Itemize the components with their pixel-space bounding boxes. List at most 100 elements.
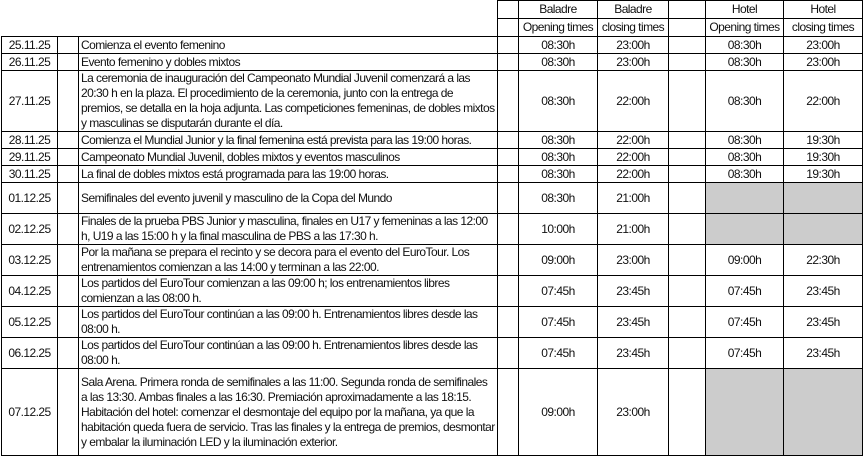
schedule-table: Baladre Baladre Hotel Hotel Opening time…	[1, 0, 863, 456]
table-row: 28.11.25 Comienza el Mundial Junior y la …	[1, 131, 863, 149]
empty-cell	[57, 53, 79, 71]
description-cell: Comienza el Mundial Junior y la final fe…	[78, 131, 498, 149]
empty-cell	[497, 213, 519, 245]
table-row: 29.11.25 Campeonato Mundial Juvenil, dobl…	[1, 148, 863, 166]
description-cell: Por la mañana se prepara el recinto y se…	[78, 244, 498, 276]
empty-cell	[497, 244, 519, 276]
empty-cell	[57, 306, 79, 338]
hotel-opening-cell: 07:45h	[705, 337, 784, 369]
hotel-closing-cell: 22:30h	[783, 244, 863, 276]
empty-cell	[57, 275, 79, 307]
table-row: 26.11.25 Evento femenino y dobles mixtos 0…	[1, 53, 863, 71]
table-row: 07.12.25 Sala Arena. Primera ronda de sem…	[1, 368, 863, 456]
hotel-closing-cell: 23:45h	[783, 306, 863, 338]
header-row-1: Baladre Baladre Hotel Hotel	[2, 0, 863, 19]
hotel-closing-cell: 19:30h	[783, 165, 863, 183]
baladre-opening-cell: 07:45h	[518, 306, 598, 338]
hotel-closing-cell	[783, 368, 863, 456]
hotel-opening-cell: 08:30h	[705, 36, 784, 54]
header-baladre-close: Baladre	[597, 0, 669, 19]
empty-cell	[57, 36, 79, 54]
hotel-opening-cell: 08:30h	[705, 53, 784, 71]
empty-cell	[497, 148, 519, 166]
empty-cell	[668, 182, 706, 214]
hotel-opening-cell	[705, 213, 784, 245]
table-row: 02.12.25 Finales de la prueba PBS Junior …	[1, 213, 863, 245]
description-cell: Semifinales del evento juvenil y masculi…	[78, 182, 498, 214]
date-cell: 28.11.25	[1, 131, 58, 149]
hotel-opening-cell: 08:30h	[705, 70, 784, 132]
description-cell: Los partidos del EuroTour continúan a la…	[78, 306, 498, 338]
baladre-closing-cell: 21:00h	[597, 213, 669, 245]
baladre-opening-cell: 08:30h	[518, 148, 598, 166]
header-baladre-open-sub: Opening times	[518, 18, 598, 37]
hotel-closing-cell: 23:00h	[783, 36, 863, 54]
empty-cell	[497, 306, 519, 338]
empty-cell	[57, 165, 79, 183]
description-cell: Comienza el evento femenino	[78, 36, 498, 54]
empty-cell	[497, 275, 519, 307]
baladre-opening-cell: 08:30h	[518, 53, 598, 71]
hotel-opening-cell: 08:30h	[705, 165, 784, 183]
date-cell: 02.12.25	[1, 213, 58, 245]
baladre-opening-cell: 08:30h	[518, 131, 598, 149]
baladre-closing-cell: 22:00h	[597, 131, 669, 149]
empty-cell	[57, 148, 79, 166]
empty-cell	[497, 182, 519, 214]
empty-cell	[497, 165, 519, 183]
empty-cell	[497, 368, 519, 456]
description-cell: Finales de la prueba PBS Junior y mascul…	[78, 213, 498, 245]
table-row: 04.12.25 Los partidos del EuroTour comien…	[1, 275, 863, 307]
empty-cell	[57, 70, 79, 132]
baladre-closing-cell: 23:00h	[597, 36, 669, 54]
baladre-opening-cell: 07:45h	[518, 337, 598, 369]
baladre-opening-cell: 09:00h	[518, 244, 598, 276]
table-row: 03.12.25 Por la mañana se prepara el reci…	[1, 244, 863, 276]
hotel-closing-cell: 22:00h	[783, 70, 863, 132]
table-row: 06.12.25 Los partidos del EuroTour contin…	[1, 337, 863, 369]
empty-cell	[668, 306, 706, 338]
empty-cell	[57, 131, 79, 149]
empty-cell	[668, 70, 706, 132]
description-cell: Evento femenino y dobles mixtos	[78, 53, 498, 71]
baladre-opening-cell: 08:30h	[518, 182, 598, 214]
description-cell: Los partidos del EuroTour comienzan a la…	[78, 275, 498, 307]
baladre-closing-cell: 23:00h	[597, 53, 669, 71]
date-cell: 25.11.25	[1, 36, 58, 54]
empty-cell	[497, 337, 519, 369]
hotel-opening-cell: 07:45h	[705, 306, 784, 338]
empty-cell	[497, 53, 519, 71]
table-row: 27.11.25 La ceremonia de inauguración del…	[1, 70, 863, 132]
table-row: 05.12.25 Los partidos del EuroTour contin…	[1, 306, 863, 338]
baladre-opening-cell: 08:30h	[518, 165, 598, 183]
empty-cell	[57, 337, 79, 369]
date-cell: 29.11.25	[1, 148, 58, 166]
baladre-opening-cell: 09:00h	[518, 368, 598, 456]
hotel-opening-cell	[705, 368, 784, 456]
empty-cell	[668, 36, 706, 54]
baladre-opening-cell: 08:30h	[518, 70, 598, 132]
empty-cell	[668, 244, 706, 276]
description-cell: Campeonato Mundial Juvenil, dobles mixto…	[78, 148, 498, 166]
baladre-closing-cell: 23:00h	[597, 368, 669, 456]
hotel-opening-cell: 07:45h	[705, 275, 784, 307]
empty-cell	[668, 368, 706, 456]
baladre-closing-cell: 22:00h	[597, 70, 669, 132]
baladre-opening-cell: 08:30h	[518, 36, 598, 54]
empty-cell	[668, 53, 706, 71]
baladre-closing-cell: 21:00h	[597, 182, 669, 214]
hotel-opening-cell: 08:30h	[705, 131, 784, 149]
description-cell: La final de dobles mixtos está programad…	[78, 165, 498, 183]
empty-cell	[668, 337, 706, 369]
hotel-opening-cell	[705, 182, 784, 214]
empty-cell	[57, 368, 79, 456]
empty-cell	[57, 244, 79, 276]
empty-cell	[668, 165, 706, 183]
table-row: 01.12.25 Semifinales del evento juvenil y…	[1, 182, 863, 214]
header-baladre-close-sub: closing times	[597, 18, 669, 37]
hotel-closing-cell: 23:00h	[783, 53, 863, 71]
header-hotel-close-sub: closing times	[783, 18, 863, 37]
header-hotel-open-sub: Opening times	[705, 18, 784, 37]
hotel-opening-cell: 08:30h	[705, 148, 784, 166]
header-baladre-open: Baladre	[518, 0, 598, 19]
